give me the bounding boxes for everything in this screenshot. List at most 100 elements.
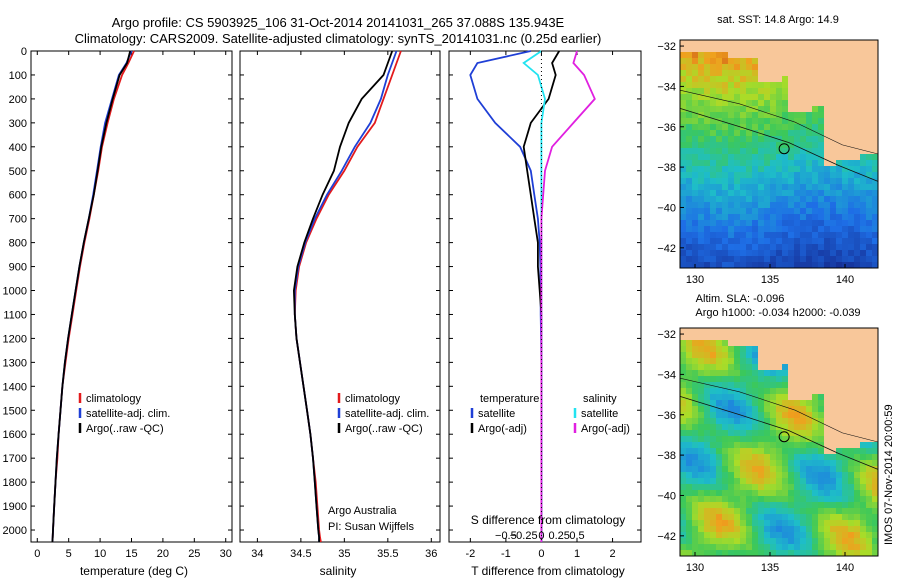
sla-cell bbox=[872, 478, 878, 484]
sla-cell bbox=[734, 508, 740, 514]
sla-cell bbox=[698, 406, 704, 412]
sla-cell bbox=[800, 418, 806, 424]
sst-cell bbox=[722, 226, 728, 232]
sst-cell bbox=[728, 70, 734, 76]
sst-cell bbox=[800, 46, 806, 52]
sla-cell bbox=[788, 496, 794, 502]
sst-cell bbox=[686, 232, 692, 238]
sla-cell bbox=[776, 514, 782, 520]
sst-cell bbox=[734, 250, 740, 256]
x-tick-label: 34.5 bbox=[290, 548, 311, 560]
sla-cell bbox=[704, 550, 710, 556]
sla-cell bbox=[860, 364, 866, 370]
sla-cell bbox=[752, 376, 758, 382]
sla-cell bbox=[782, 532, 788, 538]
sla-cell bbox=[812, 496, 818, 502]
sla-cell bbox=[752, 466, 758, 472]
sst-cell bbox=[746, 238, 752, 244]
sst-cell bbox=[740, 244, 746, 250]
sla-cell bbox=[818, 394, 824, 400]
sst-cell bbox=[728, 196, 734, 202]
sst-cell bbox=[866, 148, 872, 154]
sla-cell bbox=[716, 418, 722, 424]
sla-cell bbox=[716, 448, 722, 454]
sla-contour bbox=[679, 377, 879, 443]
sst-cell bbox=[764, 256, 770, 262]
sst-cell bbox=[800, 136, 806, 142]
sla-cell bbox=[782, 550, 788, 556]
sla-cell bbox=[788, 550, 794, 556]
sla-cell bbox=[866, 400, 872, 406]
sla-cell bbox=[866, 376, 872, 382]
sla-cell bbox=[704, 466, 710, 472]
sst-cell bbox=[782, 178, 788, 184]
sla-cell bbox=[728, 406, 734, 412]
sla-cell bbox=[848, 550, 854, 556]
sla-cell bbox=[782, 352, 788, 358]
sst-cell bbox=[794, 256, 800, 262]
sla-cell bbox=[716, 406, 722, 412]
sla-cell bbox=[764, 460, 770, 466]
sst-cell bbox=[752, 124, 758, 130]
sla-cell bbox=[722, 448, 728, 454]
sst-cell bbox=[800, 250, 806, 256]
sla-cell bbox=[824, 352, 830, 358]
sst-cell bbox=[722, 238, 728, 244]
sla-cell bbox=[770, 430, 776, 436]
sla-cell bbox=[782, 472, 788, 478]
sla-cell bbox=[704, 358, 710, 364]
sla-cell bbox=[698, 382, 704, 388]
sla-cell bbox=[716, 466, 722, 472]
sst-cell bbox=[716, 244, 722, 250]
sla-cell bbox=[680, 550, 686, 556]
sst-cell bbox=[746, 184, 752, 190]
sla-cell bbox=[692, 520, 698, 526]
sst-cell bbox=[722, 136, 728, 142]
sst-cell bbox=[854, 52, 860, 58]
sst-cell bbox=[698, 154, 704, 160]
sla-cell bbox=[824, 376, 830, 382]
sst-cell bbox=[782, 112, 788, 118]
sla-cell bbox=[770, 388, 776, 394]
sst-cell bbox=[860, 244, 866, 250]
sla-grid bbox=[680, 328, 878, 556]
sst-cell bbox=[872, 184, 878, 190]
sla-cell bbox=[866, 532, 872, 538]
sst-cell bbox=[728, 172, 734, 178]
sla-cell bbox=[848, 526, 854, 532]
sst-cell bbox=[860, 82, 866, 88]
sla-cell bbox=[770, 334, 776, 340]
x-tick-label: -2 bbox=[465, 548, 475, 560]
sla-cell bbox=[734, 406, 740, 412]
sla-cell bbox=[746, 460, 752, 466]
sst-cell bbox=[854, 214, 860, 220]
sst-cell bbox=[758, 160, 764, 166]
sla-cell bbox=[722, 358, 728, 364]
sst-cell bbox=[758, 94, 764, 100]
sst-cell bbox=[710, 106, 716, 112]
sst-cell bbox=[764, 154, 770, 160]
sst-map-panel: 130 135 140−32−34−36−38−40−42 bbox=[657, 39, 879, 286]
sst-cell bbox=[698, 214, 704, 220]
sst-cell bbox=[848, 58, 854, 64]
sla-cell bbox=[740, 334, 746, 340]
sla-cell bbox=[824, 442, 830, 448]
sla-map-title: Altim. SLA: -0.096 bbox=[696, 293, 785, 305]
sst-cell bbox=[728, 40, 734, 46]
sla-cell bbox=[686, 454, 692, 460]
sla-cell bbox=[860, 526, 866, 532]
sla-cell bbox=[692, 466, 698, 472]
sst-cell bbox=[758, 184, 764, 190]
sst-cell bbox=[710, 190, 716, 196]
sla-cell bbox=[818, 400, 824, 406]
sla-cell bbox=[872, 544, 878, 550]
y-tick-label: 300 bbox=[9, 118, 27, 130]
sla-cell bbox=[698, 328, 704, 334]
sla-cell bbox=[746, 502, 752, 508]
sst-cell bbox=[842, 244, 848, 250]
sst-cell bbox=[746, 244, 752, 250]
sla-cell bbox=[722, 340, 728, 346]
sla-cell bbox=[860, 394, 866, 400]
sla-cell bbox=[746, 466, 752, 472]
sla-cell bbox=[770, 370, 776, 376]
